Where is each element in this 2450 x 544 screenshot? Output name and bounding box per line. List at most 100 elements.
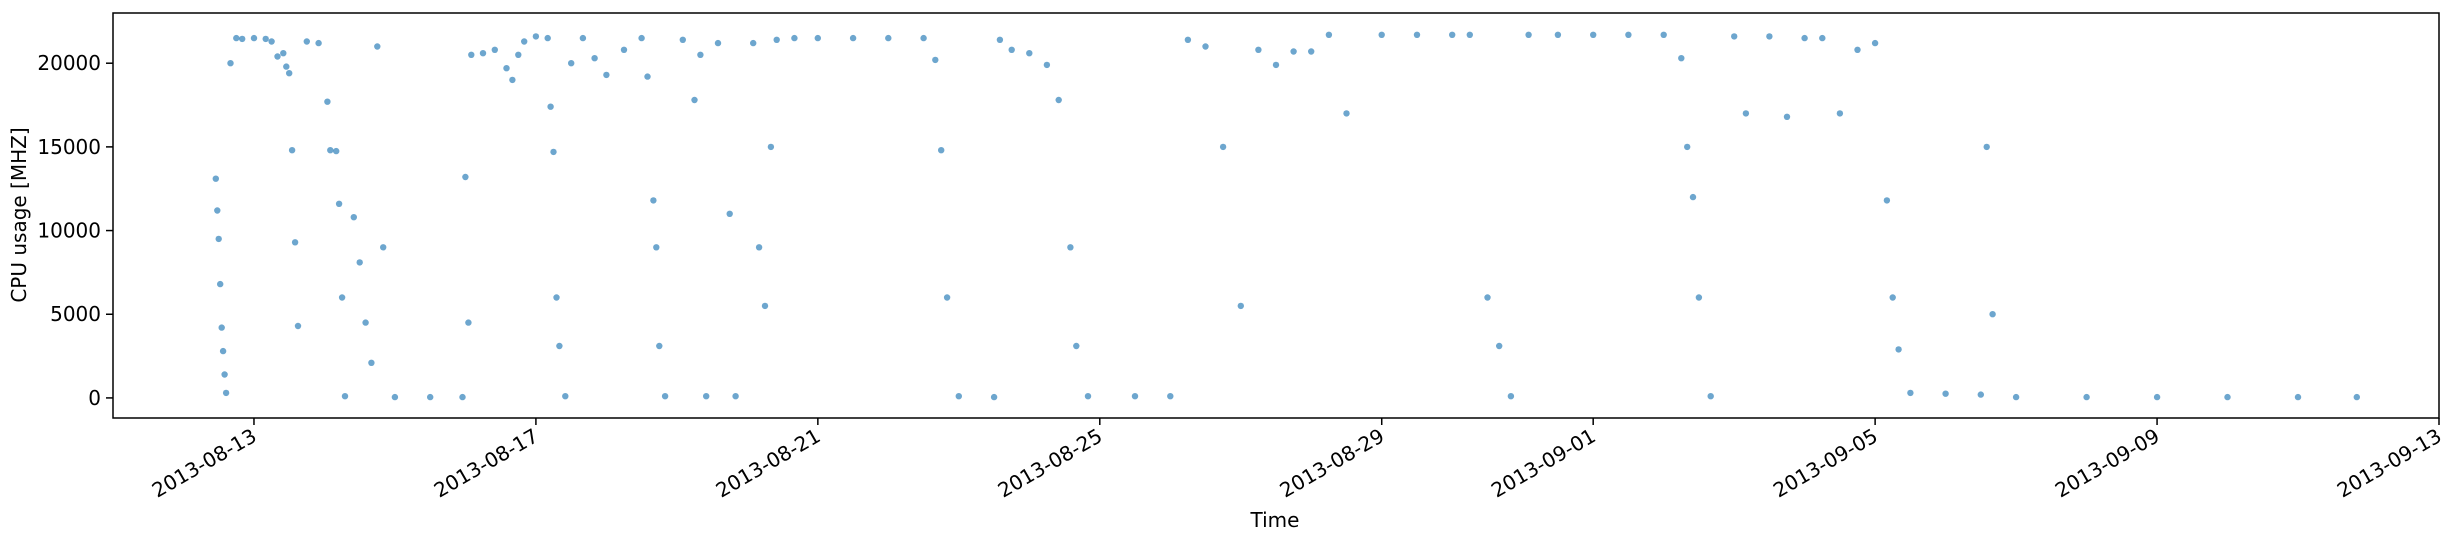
- data-point: [885, 34, 892, 42]
- data-point: [227, 60, 234, 67]
- data-point: [291, 239, 299, 246]
- data-point: [1766, 33, 1773, 40]
- data-point: [2224, 393, 2231, 401]
- data-point: [1255, 46, 1262, 53]
- data-point: [1707, 393, 1714, 400]
- data-point: [391, 393, 399, 401]
- data-point: [767, 143, 775, 151]
- data-point: [553, 294, 560, 301]
- data-point: [1131, 393, 1139, 400]
- data-point: [368, 359, 375, 366]
- data-point: [1689, 193, 1697, 201]
- data-point: [726, 210, 733, 217]
- data-point: [1836, 110, 1844, 117]
- y-tick-label: 15000: [37, 135, 101, 159]
- y-axis-ticks: 0 5000 10000 15000 20000: [37, 51, 113, 410]
- x-tick-label: 2013-08-21: [712, 424, 825, 503]
- data-point: [1325, 31, 1333, 38]
- data-point: [920, 34, 927, 42]
- data-point: [465, 319, 472, 326]
- data-point: [2083, 393, 2090, 401]
- data-point: [1554, 31, 1562, 38]
- data-point: [791, 34, 798, 42]
- data-point: [380, 244, 387, 251]
- data-point: [1907, 389, 1914, 397]
- x-tick-label: 2013-09-01: [1487, 424, 1600, 503]
- data-point: [503, 65, 510, 72]
- data-point: [324, 98, 331, 105]
- data-point: [1055, 96, 1062, 104]
- data-point: [761, 302, 769, 310]
- x-tick-label: 2013-08-17: [430, 424, 543, 503]
- data-point: [943, 294, 951, 301]
- data-point: [286, 70, 293, 77]
- data-point: [1272, 61, 1280, 69]
- data-point: [288, 147, 296, 154]
- data-point: [814, 34, 821, 42]
- data-point: [274, 53, 281, 60]
- data-point: [849, 34, 857, 42]
- data-point: [491, 46, 498, 53]
- x-axis-ticks: 2013-08-13 2013-08-17 2013-08-21 2013-08-25…: [148, 418, 2446, 502]
- data-point: [679, 36, 686, 43]
- data-point: [2012, 393, 2020, 401]
- y-tick-label: 5000: [50, 302, 101, 326]
- data-point: [462, 173, 469, 181]
- data-point: [459, 393, 466, 401]
- data-point: [773, 36, 780, 43]
- data-point: [335, 200, 343, 207]
- data-point: [1783, 113, 1791, 121]
- data-point: [303, 38, 310, 45]
- data-point: [222, 389, 230, 397]
- data-point: [1983, 143, 1990, 151]
- data-point: [644, 73, 651, 80]
- data-point: [703, 393, 710, 400]
- data-point: [280, 50, 287, 57]
- data-point: [547, 103, 554, 110]
- x-tick-label: 2013-09-09: [2051, 424, 2164, 503]
- x-tick-label: 2013-09-05: [1769, 424, 1882, 503]
- data-point: [215, 235, 222, 243]
- data-point: [268, 38, 275, 45]
- data-point: [1977, 391, 1985, 398]
- data-point: [338, 294, 346, 301]
- data-point: [932, 56, 939, 64]
- data-point: [1695, 294, 1703, 301]
- data-point: [212, 175, 219, 182]
- data-point: [1731, 33, 1738, 40]
- x-tick-label: 2013-08-13: [148, 424, 261, 503]
- data-point: [1466, 31, 1474, 38]
- data-point: [1525, 31, 1532, 38]
- data-point: [755, 244, 763, 251]
- data-point: [2153, 393, 2161, 401]
- data-point: [214, 207, 221, 214]
- data-point: [691, 96, 698, 104]
- data-point: [333, 147, 340, 155]
- data-point: [1219, 143, 1227, 151]
- data-point: [579, 34, 587, 42]
- data-point: [656, 342, 663, 350]
- data-point: [1801, 34, 1808, 42]
- data-point: [327, 147, 334, 154]
- data-point: [990, 393, 998, 401]
- data-point: [294, 322, 302, 330]
- data-point: [509, 76, 516, 84]
- data-point: [1308, 48, 1315, 55]
- data-point: [1895, 346, 1902, 353]
- data-point: [1237, 302, 1245, 310]
- data-point: [1413, 31, 1421, 38]
- data-point: [638, 34, 645, 42]
- data-point: [356, 259, 363, 266]
- data-point: [1184, 36, 1192, 43]
- data-point: [221, 371, 228, 378]
- data-point: [315, 39, 322, 47]
- data-point: [1449, 31, 1456, 38]
- data-point: [1026, 50, 1033, 57]
- data-point: [250, 34, 258, 42]
- data-point: [650, 197, 657, 204]
- data-point: [697, 51, 704, 58]
- data-point: [515, 51, 522, 58]
- scatter-points: [212, 31, 2360, 401]
- data-point: [1942, 390, 1949, 397]
- data-point: [1507, 393, 1515, 400]
